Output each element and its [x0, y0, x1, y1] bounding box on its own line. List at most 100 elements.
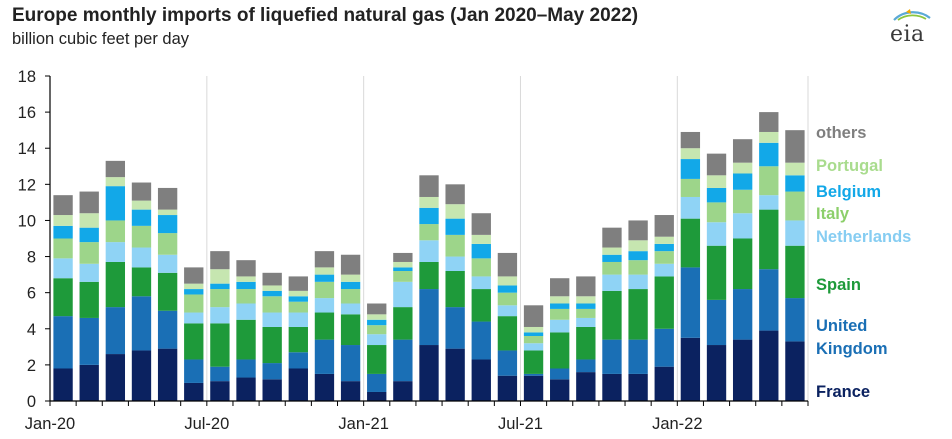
- bar-segment-others-May-20: [157, 187, 178, 210]
- eia-logo: eia: [884, 8, 936, 48]
- bar-segment-belgium-May-21: [471, 243, 491, 259]
- eia-logo-text: eia: [890, 22, 925, 47]
- bar-segment-france-Jan-20: [53, 368, 73, 401]
- bar-segment-portugal-May-21: [471, 234, 491, 244]
- bar-segment-portugal-Feb-20: [79, 213, 99, 228]
- bar-segment-france-Aug-21: [550, 379, 570, 401]
- bar-segment-spain-Jul-20: [210, 323, 230, 367]
- bar-segment-netherlands-Nov-21: [628, 274, 648, 290]
- bar-segment-italy-Jan-22: [680, 178, 701, 197]
- eia-logo-swoosh-icon: [893, 9, 931, 21]
- bar-segment-belgium-Aug-21: [550, 303, 570, 309]
- bar-segment-portugal-Dec-21: [654, 236, 674, 244]
- y-tick-label-4: 4: [27, 321, 36, 339]
- bar-segment-united-kingdom-Aug-20: [236, 359, 256, 378]
- bar-segment-others-Oct-21: [602, 227, 622, 248]
- bar-segment-portugal-Sep-21: [576, 296, 596, 304]
- bar-segment-united-kingdom-Apr-20: [131, 296, 152, 351]
- y-tick-label-0: 0: [27, 393, 36, 411]
- bar-segment-portugal-Jun-21: [497, 276, 518, 286]
- bar-segment-belgium-Sep-21: [576, 303, 596, 309]
- bar-segment-france-Nov-21: [628, 373, 648, 401]
- bar-segment-others-Mar-22: [732, 139, 753, 163]
- x-tick-label-Jan-20: Jan-20: [25, 415, 75, 433]
- legend-label-united-kingdom-line2: Kingdom: [816, 340, 888, 358]
- bar-segment-portugal-Oct-21: [602, 247, 622, 255]
- bar-segment-spain-Nov-20: [314, 312, 335, 340]
- bar-segment-spain-Feb-21: [393, 307, 413, 340]
- bar-segment-united-kingdom-Mar-20: [105, 307, 126, 355]
- bar-segment-france-Apr-20: [131, 350, 152, 401]
- bar-segment-italy-Mar-22: [732, 189, 753, 214]
- bar-segment-spain-Oct-21: [602, 290, 622, 340]
- bar-segment-others-May-21: [471, 213, 491, 235]
- chart-title: Europe monthly imports of liquefied natu…: [12, 5, 639, 26]
- y-tick-label-10: 10: [18, 212, 36, 230]
- bar-segment-netherlands-Sep-21: [576, 317, 596, 327]
- bar-segment-spain-Sep-21: [576, 326, 596, 360]
- bar-segment-united-kingdom-Oct-21: [602, 339, 622, 374]
- bar-segment-portugal-Oct-20: [288, 290, 308, 297]
- bar-segment-portugal-Nov-20: [314, 267, 335, 275]
- bar-segment-others-Nov-21: [628, 220, 648, 241]
- bar-segment-netherlands-Feb-22: [706, 222, 727, 246]
- bar-segment-france-Apr-22: [759, 330, 779, 401]
- bar-segment-netherlands-Feb-20: [79, 263, 99, 282]
- bar-segment-spain-Aug-20: [236, 319, 256, 360]
- bar-segment-portugal-Jan-20: [53, 215, 73, 226]
- bar-segment-portugal-Apr-20: [131, 200, 152, 210]
- legend-label-italy: Italy: [816, 205, 850, 223]
- bar-segment-others-Aug-21: [550, 278, 570, 297]
- bar-segment-united-kingdom-Jan-21: [367, 373, 387, 392]
- x-tick-label-Jul-20: Jul-20: [184, 415, 229, 433]
- bar-segment-others-Feb-22: [706, 153, 727, 176]
- bar-segment-others-Apr-20: [131, 182, 152, 201]
- bar-segment-united-kingdom-Feb-20: [79, 317, 99, 365]
- legend-label-others: others: [816, 124, 866, 142]
- bar-segment-united-kingdom-Jun-20: [184, 359, 204, 383]
- bar-segment-united-kingdom-Mar-21: [419, 289, 439, 346]
- bar-segment-france-May-21: [471, 359, 491, 401]
- bar-segment-netherlands-Aug-20: [236, 303, 256, 320]
- x-tick-label-Jan-22: Jan-22: [652, 415, 702, 433]
- legend-label-united-kingdom: United: [816, 317, 867, 335]
- bar-segment-belgium-Mar-22: [732, 173, 753, 190]
- bar-segment-france-Jul-20: [210, 381, 230, 401]
- bar-segment-spain-Feb-20: [79, 281, 99, 318]
- bar-segment-belgium-Jan-21: [367, 319, 387, 326]
- bar-segment-france-May-22: [785, 341, 805, 401]
- bar-segment-netherlands-Jul-20: [210, 307, 230, 324]
- bar-segment-portugal-May-20: [157, 209, 178, 216]
- bar-segment-united-kingdom-Nov-20: [314, 339, 335, 374]
- bar-segment-italy-Feb-21: [393, 271, 413, 282]
- bar-segment-portugal-Jan-22: [680, 148, 701, 160]
- bar-segment-italy-Nov-21: [628, 260, 648, 275]
- legend-label-portugal: Portugal: [816, 157, 883, 175]
- bar-segment-france-Dec-20: [340, 381, 361, 401]
- bar-segment-netherlands-May-22: [785, 220, 805, 246]
- legend-label-france: France: [816, 383, 870, 401]
- y-tick-label-14: 14: [18, 140, 36, 158]
- bar-segment-spain-Apr-21: [445, 271, 465, 308]
- legend: others Portugal Belgium Italy Netherlands Spa…: [816, 124, 911, 401]
- bar-segment-united-kingdom-Jan-20: [53, 316, 73, 369]
- bar-segment-netherlands-Oct-21: [602, 274, 622, 291]
- axes: 0 2 4 6 8 10 12 14 16 18 Jan-20 Jul-20 Jan-21 Jul-21 J…: [18, 68, 809, 433]
- bar-segment-united-kingdom-Oct-20: [288, 352, 308, 369]
- bar-segment-spain-Aug-21: [550, 332, 570, 369]
- bar-segment-belgium-Oct-20: [288, 296, 308, 302]
- bar-segment-netherlands-May-20: [157, 254, 178, 273]
- bar-segment-france-Mar-21: [419, 345, 439, 401]
- bar-segment-france-Mar-20: [105, 354, 126, 401]
- bar-segment-netherlands-Mar-20: [105, 242, 126, 262]
- bar-segment-others-Apr-21: [445, 184, 465, 205]
- bar-segment-spain-Mar-21: [419, 261, 439, 290]
- bar-segment-france-Nov-20: [314, 373, 335, 401]
- bar-segment-united-kingdom-Nov-21: [628, 339, 648, 374]
- bar-segment-netherlands-Apr-20: [131, 247, 152, 268]
- bar-segment-spain-Jan-22: [680, 218, 701, 268]
- bar-segment-portugal-May-22: [785, 162, 805, 176]
- y-tick-label-16: 16: [18, 104, 36, 122]
- bar-segment-italy-Jan-21: [367, 325, 387, 335]
